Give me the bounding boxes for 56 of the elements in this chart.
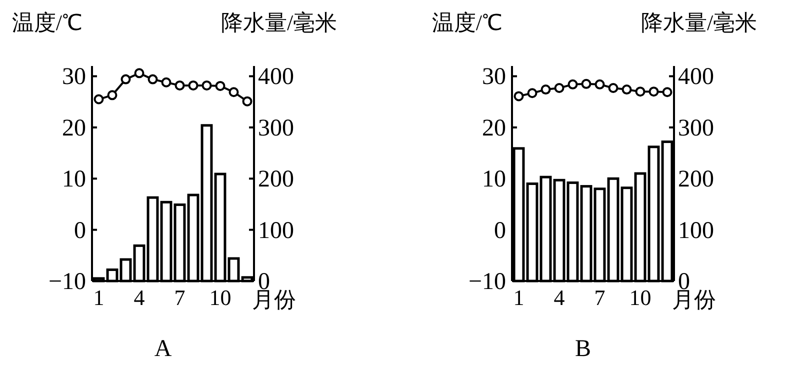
y2-tick-label: 300: [678, 115, 714, 142]
x-tick-label: 7: [594, 285, 606, 310]
point: [94, 94, 104, 104]
x-tick-label: 4: [134, 285, 145, 310]
y-tick-label: −10: [468, 269, 506, 295]
point: [648, 86, 659, 97]
y-tick-label: 30: [62, 64, 86, 90]
point: [134, 68, 144, 78]
text: B: [574, 336, 592, 362]
x-tick-label: 10: [209, 285, 232, 310]
y2-tick-label: 400: [678, 64, 714, 90]
x-tick-label: 10: [629, 285, 652, 310]
point: [635, 86, 646, 97]
y-tick-label: 20: [482, 115, 506, 142]
y2-tick-label: 100: [258, 218, 294, 244]
point: [202, 80, 212, 90]
point: [540, 84, 551, 95]
y-tick-label: 10: [62, 166, 86, 193]
y2-tick-label: 100: [678, 218, 714, 244]
x-tick-label: 7: [174, 285, 186, 310]
point: [581, 78, 592, 89]
y-tick-label: 10: [482, 166, 506, 193]
point: [242, 96, 252, 106]
point: [215, 80, 226, 91]
point: [594, 79, 605, 90]
y2-tick-label: 200: [678, 166, 714, 193]
point: [608, 83, 618, 94]
point: [174, 80, 185, 90]
y2-axis-title: 降水量/毫米: [220, 10, 338, 35]
text: A: [154, 336, 172, 362]
y-axis-title: 温度/℃: [432, 10, 502, 35]
y-tick-label: 20: [62, 115, 86, 142]
y-tick-label: 0: [494, 218, 506, 244]
y-tick-label: 0: [74, 218, 86, 244]
point: [228, 87, 239, 98]
point: [120, 74, 131, 84]
y-axis-title: 温度/℃: [12, 10, 82, 35]
point: [514, 91, 524, 102]
y2-axis-title: 降水量/毫米: [640, 10, 758, 35]
x-tick-label: 1: [93, 285, 104, 310]
point: [188, 80, 198, 90]
point: [662, 87, 672, 98]
y-tick-label: −10: [48, 269, 86, 295]
y2-tick-label: 300: [258, 115, 294, 142]
point: [161, 77, 172, 88]
x-tick-label: 1: [513, 285, 524, 310]
point: [148, 74, 158, 84]
point: [554, 83, 564, 94]
y2-tick-label: 400: [258, 64, 294, 90]
point: [107, 90, 118, 100]
y-tick-label: 30: [482, 64, 506, 90]
y2-tick-label: 200: [258, 166, 294, 193]
point: [527, 88, 538, 98]
point: [568, 79, 578, 90]
point: [622, 84, 632, 95]
x-tick-label: 4: [554, 285, 565, 310]
